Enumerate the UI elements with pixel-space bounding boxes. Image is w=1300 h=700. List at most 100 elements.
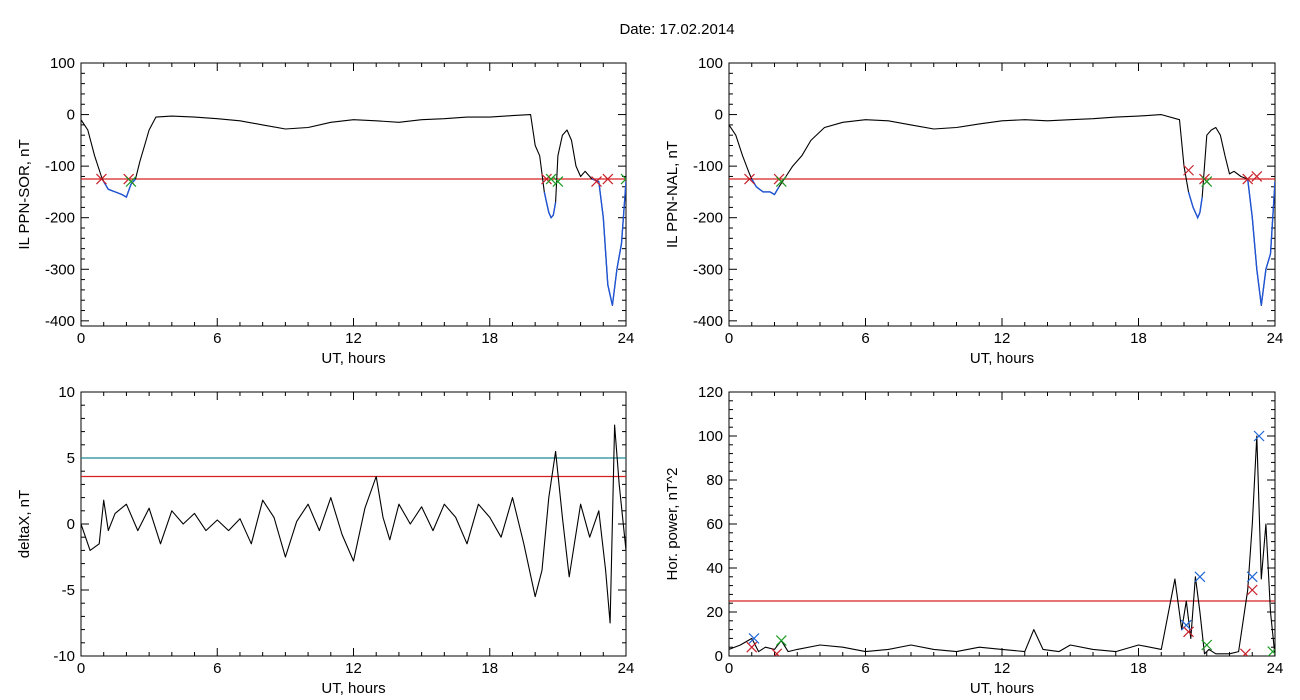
x-tick-label: 0 xyxy=(77,660,85,677)
x-tick-label: 24 xyxy=(1267,330,1284,347)
event-marker xyxy=(552,176,564,188)
y-tick-label: 100 xyxy=(50,55,75,72)
x-tick-label: 0 xyxy=(77,330,85,347)
series-line xyxy=(81,424,626,624)
y-tick-label: -400 xyxy=(693,313,723,330)
plot-frame xyxy=(728,391,1276,657)
event-marker xyxy=(1253,430,1265,442)
x-axis-label: UT, hours xyxy=(970,350,1034,367)
x-tick-label: 6 xyxy=(213,660,221,677)
event-marker xyxy=(541,173,552,185)
y-tick-label: 60 xyxy=(706,516,723,533)
y-axis-label: Hor. power, nT^2 xyxy=(664,468,681,581)
series-line xyxy=(729,435,1275,656)
event-marker xyxy=(1183,626,1194,638)
y-tick-label: -10 xyxy=(53,648,75,665)
x-tick-label: 0 xyxy=(725,660,733,677)
x-axis-label: UT, hours xyxy=(321,350,385,367)
plot-area xyxy=(729,114,1275,306)
plot-area xyxy=(729,430,1275,656)
y-tick-label: -100 xyxy=(693,158,723,175)
x-tick-label: 18 xyxy=(1130,660,1147,677)
event-marker xyxy=(1194,571,1206,583)
y-tick-label: -300 xyxy=(45,261,75,278)
y-tick-label: -300 xyxy=(693,261,723,278)
y-tick-label: 0 xyxy=(715,107,723,124)
plot-area xyxy=(81,424,626,624)
x-tick-label: 6 xyxy=(213,330,221,347)
y-axis-label: IL PPN-NAL, nT xyxy=(664,141,681,248)
event-marker xyxy=(775,635,787,647)
y-tick-label: 20 xyxy=(706,604,723,621)
event-marker xyxy=(620,173,626,185)
event-marker xyxy=(775,176,787,188)
y-tick-label: 5 xyxy=(67,450,75,467)
x-tick-label: 24 xyxy=(1267,660,1284,677)
event-marker xyxy=(744,173,755,185)
series-below-threshold xyxy=(543,191,557,220)
series-below-threshold xyxy=(1247,178,1275,306)
y-tick-label: 0 xyxy=(67,516,75,533)
y-tick-label: 100 xyxy=(698,55,723,72)
series-below-threshold xyxy=(103,178,137,199)
y-tick-label: 80 xyxy=(706,472,723,489)
plot-area xyxy=(81,114,626,306)
event-marker xyxy=(746,641,758,653)
y-tick-label: -200 xyxy=(45,210,75,227)
plot-frame xyxy=(80,391,627,657)
figure-title: Date: 17.02.2014 xyxy=(619,21,734,38)
y-tick-label: -200 xyxy=(693,210,723,227)
plot-frame xyxy=(728,62,1276,327)
event-marker xyxy=(96,173,107,185)
x-tick-label: 6 xyxy=(861,330,869,347)
y-tick-label: 0 xyxy=(67,107,75,124)
y-axis-label: deltaX, nT xyxy=(16,490,33,558)
x-tick-label: 18 xyxy=(481,660,498,677)
x-tick-label: 12 xyxy=(994,660,1011,677)
event-marker xyxy=(602,173,614,185)
event-marker xyxy=(545,173,557,185)
x-axis-label: UT, hours xyxy=(970,680,1034,697)
y-tick-label: -400 xyxy=(45,313,75,330)
event-marker xyxy=(1251,171,1263,182)
x-axis-label: UT, hours xyxy=(321,680,385,697)
y-tick-label: 100 xyxy=(698,428,723,445)
chart-panel-3: 0 6 12 18 24 10 5 0 -5 -10 UT, hours deltaX, nT xyxy=(16,384,634,697)
chart-panel-2: 0 6 12 18 24 100 0 -100 -200 -300 -400 UT, hours IL … xyxy=(664,55,1283,367)
y-axis-label: IL PPN-SOR, nT xyxy=(16,139,33,249)
event-marker xyxy=(1246,584,1258,596)
y-tick-label: 10 xyxy=(58,384,75,401)
series-below-threshold xyxy=(591,178,626,306)
event-marker xyxy=(1183,164,1194,176)
x-tick-label: 24 xyxy=(618,660,635,677)
event-marker xyxy=(1246,571,1258,583)
x-tick-label: 12 xyxy=(345,330,362,347)
event-marker xyxy=(1242,173,1254,185)
event-marker xyxy=(771,648,783,656)
event-marker xyxy=(1240,648,1251,656)
x-tick-label: 12 xyxy=(345,660,362,677)
event-marker xyxy=(1201,639,1213,651)
x-tick-label: 6 xyxy=(861,660,869,677)
x-tick-label: 0 xyxy=(725,330,733,347)
event-marker xyxy=(125,176,137,188)
y-tick-label: -5 xyxy=(62,582,75,599)
x-tick-label: 18 xyxy=(481,330,498,347)
event-marker xyxy=(591,176,602,188)
series-below-threshold xyxy=(1187,191,1203,220)
chart-panel-1: 0 6 12 18 24 100 0 -100 -200 -300 -400 UT, hours IL … xyxy=(16,55,634,367)
x-tick-label: 24 xyxy=(618,330,635,347)
series-below-threshold xyxy=(751,178,780,196)
series-line xyxy=(729,114,1275,306)
x-tick-label: 18 xyxy=(1130,330,1147,347)
event-marker xyxy=(748,632,760,644)
y-tick-label: -100 xyxy=(45,158,75,175)
event-marker xyxy=(1267,646,1275,656)
x-tick-label: 12 xyxy=(994,330,1011,347)
y-tick-label: 0 xyxy=(715,648,723,665)
y-tick-label: 40 xyxy=(706,560,723,577)
y-tick-label: 120 xyxy=(698,384,723,401)
event-marker xyxy=(1180,619,1192,631)
chart-panel-4: 0 6 12 18 24 120 100 80 60 40 20 0 UT, hours Hor. pow… xyxy=(664,384,1283,697)
